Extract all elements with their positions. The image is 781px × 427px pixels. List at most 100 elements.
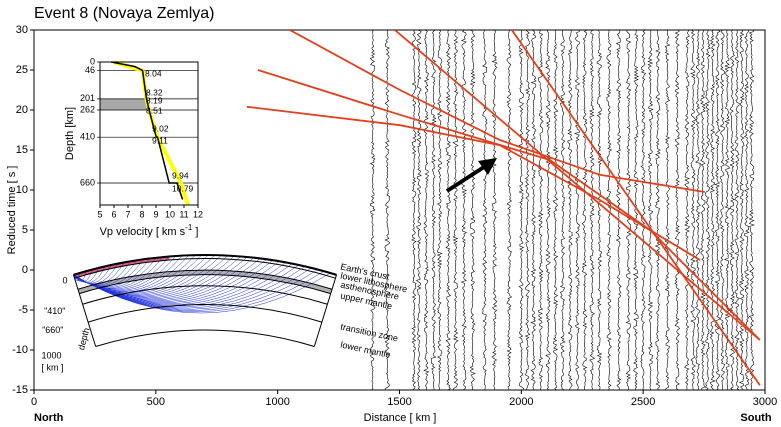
y-tick-label: 20 bbox=[16, 104, 28, 116]
layer-boundary bbox=[77, 269, 333, 290]
north-label: North bbox=[34, 412, 64, 424]
travel-time-curve bbox=[394, 30, 761, 341]
crust-band bbox=[73, 256, 170, 279]
x-tick-label: 1000 bbox=[265, 396, 289, 408]
seismic-trace bbox=[632, 30, 640, 390]
traces bbox=[369, 30, 755, 390]
section-edge bbox=[313, 274, 337, 347]
y-tick-label: 30 bbox=[16, 24, 28, 36]
seismic-trace bbox=[664, 30, 671, 390]
seismic-trace bbox=[537, 30, 544, 390]
seismic-trace bbox=[573, 30, 581, 390]
seismic-trace bbox=[728, 30, 736, 390]
south-label: South bbox=[740, 412, 771, 424]
seismic-trace bbox=[545, 30, 551, 390]
y-axis-label: Depth [km] bbox=[64, 107, 76, 160]
seismic-trace bbox=[694, 30, 701, 390]
y-tick-label: 262 bbox=[80, 104, 95, 114]
y-tick-label: 0 bbox=[90, 56, 95, 66]
layer-boundary bbox=[87, 304, 323, 323]
seismic-trace bbox=[524, 30, 531, 390]
depth-label: 0 bbox=[62, 275, 67, 285]
seismic-trace bbox=[704, 30, 711, 390]
x-tick-label: 500 bbox=[147, 396, 165, 408]
seismic-trace bbox=[724, 30, 731, 390]
seismic-trace bbox=[430, 30, 437, 390]
seismic-trace bbox=[482, 30, 488, 390]
x-tick-label: 10 bbox=[165, 209, 175, 219]
velocity-label: 9.11 bbox=[152, 135, 168, 145]
seismic-trace bbox=[738, 30, 745, 390]
y-tick-label: 10 bbox=[16, 184, 28, 196]
depth-title: depth bbox=[76, 327, 91, 351]
seismic-trace bbox=[552, 30, 559, 390]
seismic-trace bbox=[423, 30, 430, 390]
asthenosphere-band bbox=[77, 270, 333, 294]
travel-time-curve bbox=[246, 105, 701, 261]
x-tick-label: 1500 bbox=[387, 396, 411, 408]
seismic-trace bbox=[506, 30, 513, 390]
layer-boundary bbox=[73, 253, 337, 276]
seismic-trace bbox=[384, 30, 391, 390]
ray bbox=[73, 272, 331, 314]
seismic-trace bbox=[684, 30, 690, 390]
arrow-head bbox=[478, 158, 497, 175]
seismic-trace bbox=[714, 30, 721, 390]
layer-boundary bbox=[82, 285, 328, 305]
x-tick-label: 9 bbox=[153, 209, 158, 219]
seismic-trace bbox=[615, 30, 622, 390]
y-tick-label: -5 bbox=[18, 304, 28, 316]
travel-time-curves bbox=[246, 30, 761, 386]
x-tick-label: 7 bbox=[125, 209, 130, 219]
seismic-trace bbox=[411, 30, 417, 390]
depth-label: "660" bbox=[42, 325, 63, 335]
seismic-trace bbox=[748, 30, 755, 390]
velocity-label: 8.32 bbox=[146, 87, 163, 97]
velocity-label: 9.02 bbox=[152, 123, 169, 133]
y-tick-label: 25 bbox=[16, 64, 28, 76]
seismic-trace bbox=[596, 30, 603, 390]
seismic-trace bbox=[640, 30, 647, 390]
seismic-trace bbox=[436, 30, 443, 390]
y-tick-label: 0 bbox=[22, 264, 28, 276]
seismic-trace bbox=[491, 30, 498, 390]
inset-frame bbox=[99, 61, 199, 206]
seismic-trace bbox=[567, 30, 573, 390]
chart-title: Event 8 (Novaya Zemlya) bbox=[34, 5, 215, 22]
y-tick-label: 410 bbox=[80, 132, 95, 142]
y-tick-label: -15 bbox=[12, 384, 28, 396]
x-axis-label: Distance [ km ] bbox=[364, 412, 437, 424]
seismic-trace bbox=[415, 30, 422, 390]
x-axis-label: Vp velocity [ km s-1 ] bbox=[100, 223, 199, 238]
x-tick-label: 11 bbox=[179, 209, 188, 219]
seismic-trace bbox=[606, 30, 613, 390]
travel-time-curve bbox=[289, 30, 705, 193]
layer-boundary bbox=[74, 257, 336, 279]
x-axis-label-part: -1 bbox=[185, 223, 193, 232]
seismic-trace bbox=[743, 30, 750, 390]
seismic-trace bbox=[518, 30, 525, 390]
y-tick-label: 46 bbox=[85, 65, 95, 75]
x-tick-label: 8 bbox=[139, 209, 144, 219]
y-tick-label: 5 bbox=[22, 224, 28, 236]
arrow bbox=[445, 158, 497, 193]
x-axis-label-part: Vp velocity [ km s bbox=[100, 226, 186, 238]
seismic-trace bbox=[452, 30, 459, 390]
y-axis-label: Reduced time [ s ] bbox=[6, 166, 18, 255]
x-tick-label: 3000 bbox=[753, 396, 777, 408]
depth-label: "410" bbox=[44, 306, 65, 316]
seismic-trace bbox=[530, 30, 537, 390]
velocity-line bbox=[111, 61, 184, 200]
seismic-trace bbox=[690, 30, 697, 390]
travel-time-curve bbox=[257, 69, 761, 341]
seismic-trace bbox=[588, 30, 596, 390]
inset-background bbox=[40, 36, 208, 246]
x-axis-label-part: ] bbox=[192, 226, 198, 238]
velocity-label: 9.94 bbox=[172, 170, 189, 180]
arrow-shaft bbox=[445, 165, 486, 193]
travel-time-curve bbox=[511, 30, 761, 386]
seismic-trace bbox=[709, 30, 716, 390]
